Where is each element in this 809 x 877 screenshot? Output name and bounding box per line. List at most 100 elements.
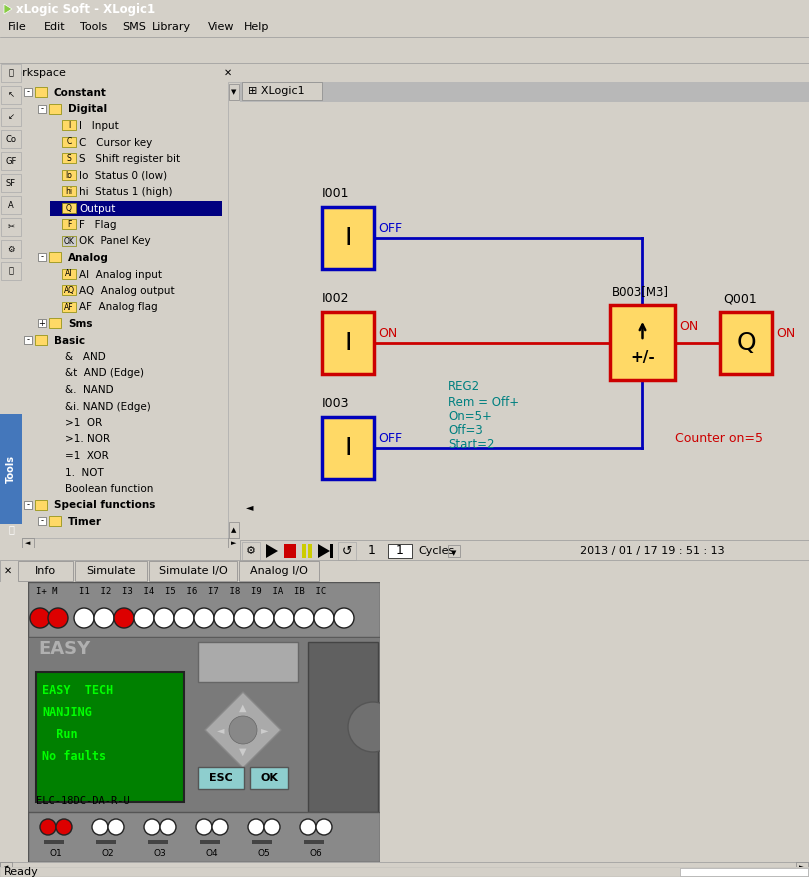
Circle shape xyxy=(134,608,154,628)
Text: S   Shift register bit: S Shift register bit xyxy=(79,154,180,164)
Bar xyxy=(239,561,319,581)
Text: -: - xyxy=(27,88,29,96)
Bar xyxy=(242,542,260,560)
Text: O3: O3 xyxy=(154,850,167,859)
Text: 1.  NOT: 1. NOT xyxy=(65,467,104,477)
Bar xyxy=(49,252,61,262)
Text: ⬜: ⬜ xyxy=(9,68,14,77)
Circle shape xyxy=(108,819,124,835)
Text: AQ  Analog output: AQ Analog output xyxy=(79,286,175,296)
Bar xyxy=(308,642,378,812)
Circle shape xyxy=(316,819,332,835)
Bar xyxy=(24,501,32,509)
Text: EASY  TECH: EASY TECH xyxy=(42,684,113,697)
Text: ✂: ✂ xyxy=(7,223,15,232)
Text: Tools: Tools xyxy=(80,22,108,32)
Circle shape xyxy=(174,608,194,628)
Text: 1: 1 xyxy=(396,545,404,558)
Bar xyxy=(28,812,380,862)
Circle shape xyxy=(40,819,56,835)
Bar xyxy=(252,840,272,844)
Bar xyxy=(228,538,240,548)
Text: B003[M3]: B003[M3] xyxy=(612,285,669,298)
Circle shape xyxy=(48,608,68,628)
Text: ►: ► xyxy=(799,864,805,870)
Text: hi  Status 1 (high): hi Status 1 (high) xyxy=(79,187,172,197)
Text: 🖥: 🖥 xyxy=(9,267,14,275)
Bar xyxy=(250,767,288,789)
Text: -: - xyxy=(40,517,44,525)
Text: lo: lo xyxy=(66,170,73,180)
Circle shape xyxy=(334,608,354,628)
Bar xyxy=(1,152,21,170)
Bar xyxy=(322,207,374,269)
Text: Basic: Basic xyxy=(54,336,85,346)
Polygon shape xyxy=(4,4,12,14)
Bar xyxy=(1,86,21,104)
Bar xyxy=(18,561,73,581)
Bar xyxy=(0,862,12,872)
Bar xyxy=(49,103,61,113)
Bar xyxy=(62,268,76,279)
Text: &.  NAND: &. NAND xyxy=(65,385,113,395)
Bar xyxy=(38,319,46,327)
Text: I   Input: I Input xyxy=(79,121,119,131)
Text: -: - xyxy=(27,335,29,344)
Text: >1. NOR: >1. NOR xyxy=(65,434,110,445)
Text: Analog: Analog xyxy=(68,253,109,263)
Text: Cycles: Cycles xyxy=(418,546,454,556)
Bar xyxy=(49,516,61,526)
Bar xyxy=(229,522,239,538)
Bar xyxy=(1,130,21,148)
Text: C   Cursor key: C Cursor key xyxy=(79,138,152,147)
Text: Sms: Sms xyxy=(68,319,92,329)
Text: Tools: Tools xyxy=(6,455,16,483)
Bar xyxy=(302,544,306,558)
Text: No faults: No faults xyxy=(42,750,106,763)
Text: I+ M    I1  I2  I3  I4  I5  I6  I7  I8  I9  IA  IB  IC: I+ M I1 I2 I3 I4 I5 I6 I7 I8 I9 IA IB IC xyxy=(36,588,326,596)
Text: -: - xyxy=(27,500,29,509)
Polygon shape xyxy=(318,544,330,558)
Text: ◄: ◄ xyxy=(25,540,31,546)
Text: ◄: ◄ xyxy=(3,864,9,870)
Text: O1: O1 xyxy=(49,850,62,859)
Text: Q001: Q001 xyxy=(723,292,756,305)
Bar xyxy=(1,174,21,192)
Text: SF: SF xyxy=(6,179,16,188)
Text: >1  OR: >1 OR xyxy=(65,418,102,428)
Bar xyxy=(75,561,147,581)
Circle shape xyxy=(229,716,257,744)
Text: View: View xyxy=(207,22,234,32)
Text: -: - xyxy=(40,253,44,261)
Text: OFF: OFF xyxy=(378,432,402,445)
Bar xyxy=(35,500,47,510)
Bar xyxy=(62,236,76,246)
Bar xyxy=(304,840,324,844)
Text: REG2: REG2 xyxy=(448,380,480,393)
Text: ⚙: ⚙ xyxy=(7,245,15,253)
Circle shape xyxy=(314,608,334,628)
Text: Start=2: Start=2 xyxy=(448,438,494,451)
Circle shape xyxy=(294,608,314,628)
Bar xyxy=(330,544,333,558)
Text: 1: 1 xyxy=(368,545,376,558)
Circle shape xyxy=(94,608,114,628)
Text: ◄: ◄ xyxy=(246,502,253,512)
Text: AF: AF xyxy=(64,303,74,311)
Text: AF  Analog flag: AF Analog flag xyxy=(79,303,158,312)
Bar xyxy=(24,88,32,96)
Circle shape xyxy=(274,608,294,628)
Bar xyxy=(229,84,239,100)
Bar xyxy=(28,637,380,812)
Text: Help: Help xyxy=(244,22,269,32)
Circle shape xyxy=(194,608,214,628)
Text: ↺: ↺ xyxy=(341,545,352,558)
Circle shape xyxy=(212,819,228,835)
Text: ELC-18DC-DA-R-U: ELC-18DC-DA-R-U xyxy=(36,796,129,806)
Bar xyxy=(242,82,322,100)
Bar xyxy=(62,186,76,196)
Circle shape xyxy=(56,819,72,835)
Text: ▼: ▼ xyxy=(231,89,237,95)
Text: EASY: EASY xyxy=(38,640,91,658)
Bar xyxy=(388,544,412,558)
